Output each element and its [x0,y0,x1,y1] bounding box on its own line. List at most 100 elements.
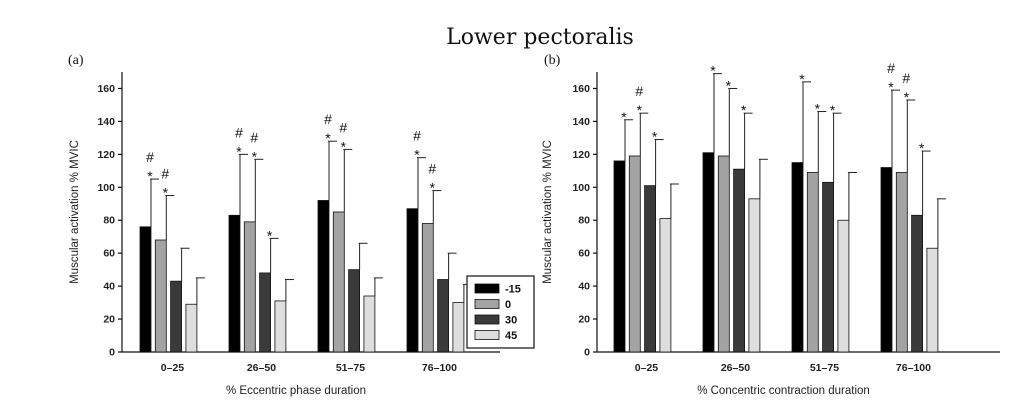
significance-hash: # [235,124,243,140]
y-tick-label: 60 [103,248,115,260]
legend-swatch [474,299,500,309]
y-tick-label: 160 [97,83,115,95]
y-tick-label: 80 [578,215,590,227]
significance-star: * [621,109,627,125]
y-tick-label: 120 [97,149,115,161]
significance-hash: # [887,60,895,76]
bar [644,185,656,353]
legend-swatch [474,314,500,325]
significance-star: * [726,77,732,93]
bar [702,152,715,353]
x-axis-label: % Eccentric phase duration [226,385,366,397]
legend-swatch [474,330,500,340]
significance-star: * [904,89,910,105]
figure-title: Lower pectoralis [446,25,634,50]
bar [170,280,183,353]
x-tick-label: 51–75 [810,362,839,374]
bar [452,302,465,353]
bar [806,172,819,353]
significance-star: * [637,102,643,118]
bar [733,168,745,353]
bar [822,181,834,353]
y-tick-label: 60 [578,248,590,260]
y-axis-label: Muscular activation % MVIC [542,140,554,284]
y-tick-label: 0 [109,347,115,359]
bar [911,214,923,353]
significance-hash: # [413,128,421,144]
x-axis-label: % Concentric contraction duration [697,385,870,397]
bar [363,295,376,353]
significance-star: * [236,143,242,159]
x-tick-label: 51–75 [336,362,365,374]
significance-hash: # [339,119,347,135]
significance-star: * [252,148,258,164]
legend-label: 0 [505,299,511,311]
bar [421,223,434,353]
bar [895,172,908,353]
bar [926,247,939,353]
bar [154,239,167,353]
legend-label: 30 [505,315,517,327]
significance-hash: # [635,83,643,99]
panel-label: (a) [68,53,84,68]
bar [243,221,256,353]
bar [837,219,850,353]
significance-star: * [919,140,925,156]
significance-star: * [414,147,420,163]
significance-hash: # [324,111,332,127]
panel-b: (b) 0 20 40 60 80 100 120 140 160 Muscular activat… [542,53,1000,397]
y-tick-label: 40 [578,281,590,293]
y-tick-label: 160 [572,83,590,95]
significance-star: * [799,71,805,87]
bar [274,300,287,353]
legend: -15 0 30 45 [466,275,535,349]
significance-hash: # [902,70,910,86]
y-tick-label: 20 [103,314,115,326]
y-tick-label: 100 [572,182,590,194]
bar [228,214,241,353]
legend-swatch [474,283,500,294]
significance-star: * [652,129,658,145]
significance-star: * [741,102,747,118]
significance-hash: # [428,161,436,177]
y-tick-label: 100 [97,182,115,194]
significance-star: * [163,185,169,201]
x-tick-label: 76–100 [896,362,931,374]
significance-star: * [710,63,716,79]
x-tick-label: 0–25 [635,362,659,374]
bar [406,208,419,353]
legend-label: -15 [505,284,521,296]
panel-a: (a) 0 20 40 60 80 100 120 140 160 Muscular activat… [68,53,500,397]
bar [185,303,198,353]
significance-star: * [430,180,436,196]
bar [628,155,641,353]
bar [317,200,330,353]
bar [348,269,361,353]
bar [437,279,450,353]
x-tick-label: 26–50 [247,362,276,374]
significance-star: * [815,101,821,117]
significance-star: * [341,138,347,154]
legend-label: 45 [505,330,517,342]
significance-star: * [147,168,153,184]
significance-star: * [888,79,894,95]
y-tick-label: 140 [97,116,115,128]
significance-hash: # [250,129,258,145]
bar [717,155,730,353]
x-tick-label: 76–100 [422,362,457,374]
significance-star: * [830,102,836,118]
y-tick-label: 40 [103,281,115,293]
bar [259,272,272,353]
y-tick-label: 120 [572,149,590,161]
y-tick-label: 20 [578,314,590,326]
significance-star: * [267,227,273,243]
bar [332,211,345,353]
x-tick-label: 0–25 [161,362,185,374]
bar [748,198,761,353]
panel-label: (b) [544,53,561,68]
bar [880,167,893,353]
significance-hash: # [161,166,169,182]
y-axis-label: Muscular activation % MVIC [69,140,81,284]
significance-hash: # [146,149,154,165]
